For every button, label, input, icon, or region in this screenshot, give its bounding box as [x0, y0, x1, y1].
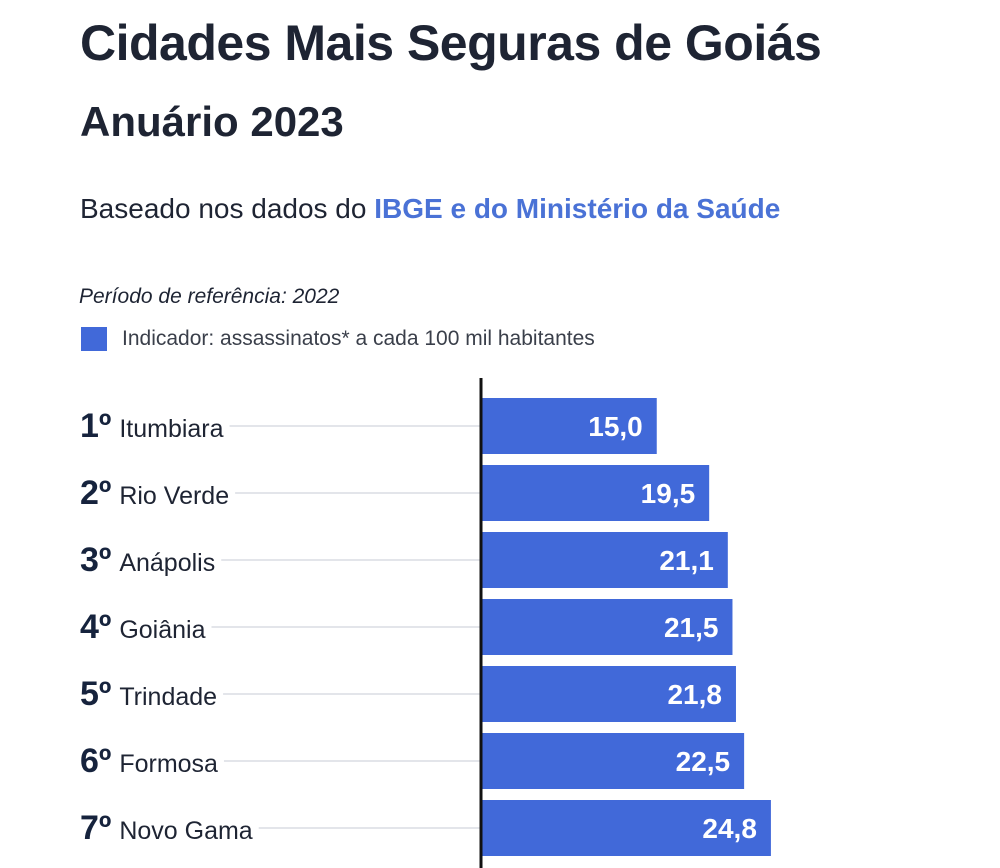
source-highlight: IBGE e do Ministério da Saúde — [374, 193, 781, 224]
rank-label: 3º — [80, 541, 111, 579]
bar — [482, 465, 710, 521]
category-label: 3º Anápolis — [80, 541, 215, 579]
leader-lines — [211, 425, 482, 829]
city-label: Itumbiara — [119, 415, 223, 443]
bar — [482, 532, 728, 588]
category-label: 1º Itumbiara — [80, 407, 224, 445]
reference-period: Período de referência: 2022 — [79, 285, 340, 308]
source-note: Baseado nos dados do IBGE e do Ministéri… — [80, 193, 780, 225]
legend-label: Indicador: assassinatos* a cada 100 mil … — [122, 327, 595, 350]
category-label: 2º Rio Verde — [80, 474, 229, 512]
page-title: Cidades Mais Seguras de Goiás — [80, 15, 822, 71]
legend-swatch — [81, 327, 107, 351]
bar-value-label: 22,5 — [676, 746, 731, 777]
page-subtitle: Anuário 2023 — [80, 98, 344, 145]
bar-value-label: 21,8 — [667, 679, 722, 710]
category-label: 7º Novo Gama — [80, 809, 253, 847]
bar-value-labels: 15,0 19,5 21,1 21,5 21,8 22,5 24,8 — [588, 411, 757, 844]
bar — [482, 398, 657, 454]
category-labels: 1º Itumbiara 2º Rio Verde 3º Anápolis 4º Goiâni… — [80, 407, 253, 847]
rank-label: 6º — [80, 742, 111, 780]
city-label: Rio Verde — [119, 482, 229, 510]
bar-value-label: 21,5 — [664, 612, 719, 643]
category-label: 5º Trindade — [80, 675, 217, 713]
bar — [482, 733, 745, 789]
bar-value-label: 19,5 — [641, 478, 696, 509]
bar-value-label: 15,0 — [588, 411, 643, 442]
rank-label: 7º — [80, 809, 111, 847]
rank-label: 1º — [80, 407, 111, 445]
bar-value-label: 21,1 — [659, 545, 714, 576]
city-label: Trindade — [119, 683, 217, 711]
category-label: 4º Goiânia — [80, 608, 206, 646]
bar — [482, 666, 736, 722]
city-label: Goiânia — [119, 616, 205, 644]
rank-label: 5º — [80, 675, 111, 713]
rank-label: 4º — [80, 608, 111, 646]
rank-label: 2º — [80, 474, 111, 512]
bar-value-label: 24,8 — [702, 813, 757, 844]
chart-legend: Indicador: assassinatos* a cada 100 mil … — [81, 327, 595, 351]
city-label: Formosa — [119, 750, 218, 778]
bars — [482, 398, 771, 856]
source-prefix: Baseado nos dados do — [80, 193, 375, 224]
city-label: Novo Gama — [119, 817, 252, 845]
bar — [482, 800, 771, 856]
city-label: Anápolis — [119, 549, 215, 577]
category-label: 6º Formosa — [80, 742, 218, 780]
bar — [482, 599, 733, 655]
